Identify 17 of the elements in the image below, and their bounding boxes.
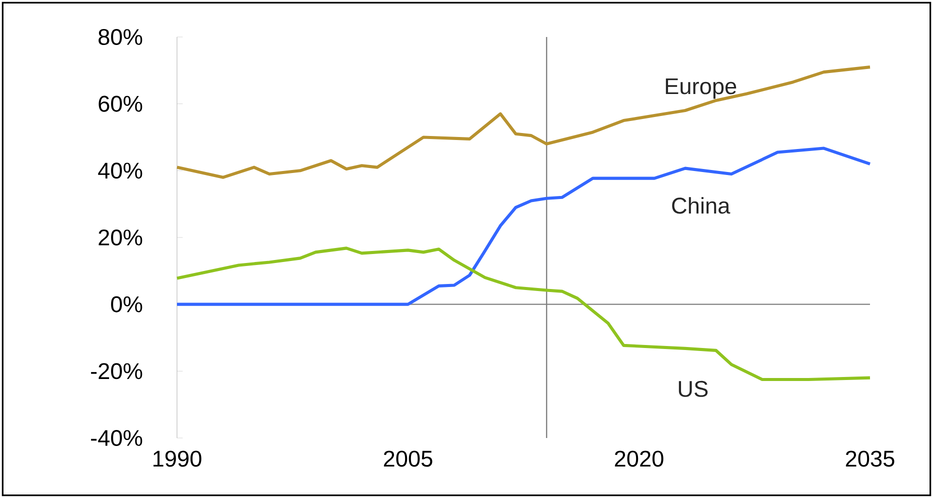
series-label: Europe (666, 78, 736, 99)
x-tick-label: 2020 (614, 450, 664, 467)
x-tick-label: 2005 (384, 450, 432, 467)
y-tick-label: 60% (98, 96, 142, 112)
x-tick-label: 2035 (846, 450, 894, 467)
line-series (175, 146, 872, 306)
series-label: China (672, 197, 730, 214)
x-tick-label: 1990 (154, 450, 202, 467)
y-tick-label: -20% (91, 363, 142, 380)
y-tick-label: 0% (111, 296, 142, 312)
y-tick-label: -40% (91, 430, 142, 446)
series-label: US (678, 380, 708, 397)
y-tick-label: 20% (98, 229, 142, 246)
y-tick-label: 40% (98, 162, 142, 179)
y-tick-label: 80% (98, 28, 142, 46)
line-series (175, 66, 872, 179)
line-series (175, 246, 872, 382)
